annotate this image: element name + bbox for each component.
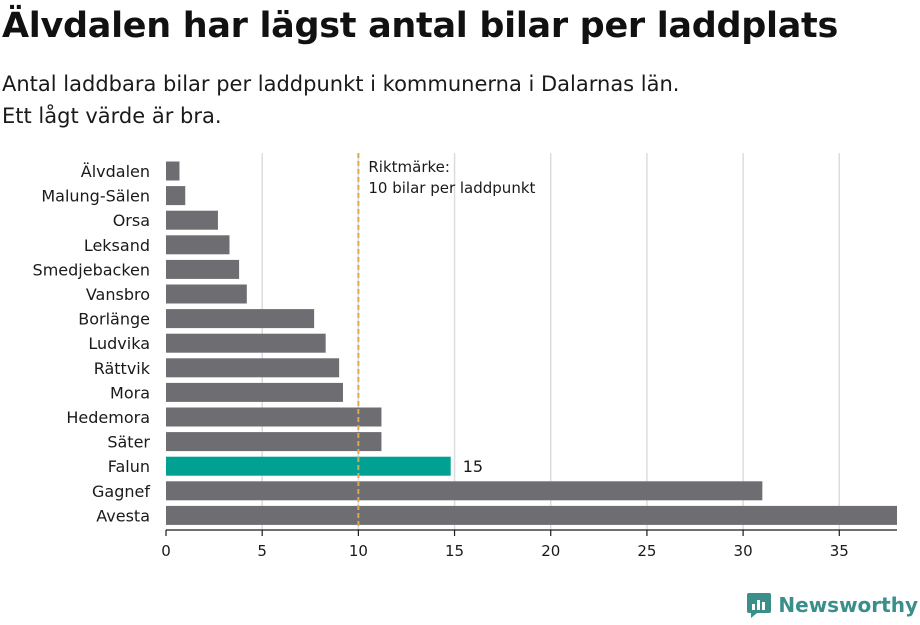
bar <box>166 186 186 206</box>
bar <box>166 210 218 230</box>
x-tick-label: 15 <box>445 542 464 560</box>
x-tick-label: 25 <box>637 542 656 560</box>
bar <box>166 481 763 501</box>
bar <box>166 161 180 181</box>
x-tick-label: 5 <box>257 542 267 560</box>
category-label: Smedjebacken <box>33 260 150 279</box>
x-tick-label: 30 <box>734 542 753 560</box>
bar <box>166 456 451 476</box>
bar <box>166 382 343 402</box>
reference-annotation-line-1: Riktmärke: <box>368 158 450 176</box>
chart-subtitle: Antal laddbara bilar per laddpunkt i kom… <box>2 68 680 132</box>
bar <box>166 505 897 525</box>
bar <box>166 284 247 304</box>
bar <box>166 358 340 378</box>
category-label: Säter <box>107 433 150 452</box>
logo-text: Newsworthy <box>778 593 918 617</box>
bar <box>166 407 382 427</box>
x-tick-label: 35 <box>830 542 849 560</box>
chart-title: Älvdalen har lägst antal bilar per laddp… <box>2 6 838 46</box>
category-label: Älvdalen <box>81 162 150 181</box>
category-label: Falun <box>108 457 150 476</box>
data-label: 15 <box>463 457 483 476</box>
x-tick-label: 20 <box>541 542 560 560</box>
bar-chart-logo-icon <box>747 593 772 618</box>
bar-chart: Älvdalen Malung-Sälen Orsa Leksand Smedjebac… <box>33 153 897 560</box>
category-label: Gagnef <box>92 482 150 501</box>
bar <box>166 432 382 452</box>
x-tick-label: 10 <box>349 542 368 560</box>
category-label: Hedemora <box>66 408 150 427</box>
category-label: Borlänge <box>78 310 150 329</box>
bar <box>166 235 230 255</box>
category-label: Rättvik <box>94 359 151 378</box>
category-label: Vansbro <box>86 285 150 304</box>
subtitle-line-1: Antal laddbara bilar per laddpunkt i kom… <box>2 72 680 96</box>
category-label: Avesta <box>96 506 150 525</box>
newsworthy-logo: Newsworthy <box>746 591 918 619</box>
bar <box>166 259 240 279</box>
bar <box>166 309 315 329</box>
category-label: Ludvika <box>88 334 150 353</box>
reference-annotation-line-2: 10 bilar per laddpunkt <box>368 179 535 197</box>
category-label: Orsa <box>113 211 150 230</box>
subtitle-line-2: Ett lågt värde är bra. <box>2 104 222 128</box>
category-label: Leksand <box>84 236 150 255</box>
category-label: Mora <box>110 383 150 402</box>
category-label: Malung-Sälen <box>41 187 150 206</box>
bar <box>166 333 326 353</box>
x-tick-label: 0 <box>161 542 171 560</box>
